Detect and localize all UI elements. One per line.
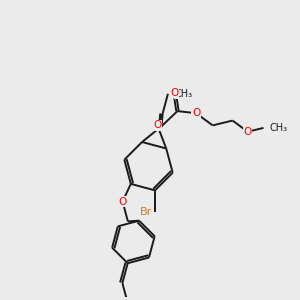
Text: O: O: [118, 196, 127, 207]
Text: CH₃: CH₃: [269, 123, 287, 133]
Text: O: O: [170, 88, 179, 98]
Text: O: O: [244, 127, 252, 137]
Text: Br: Br: [140, 207, 152, 217]
Text: CH₃: CH₃: [174, 89, 193, 99]
Text: O: O: [153, 120, 161, 130]
Text: O: O: [192, 108, 200, 118]
